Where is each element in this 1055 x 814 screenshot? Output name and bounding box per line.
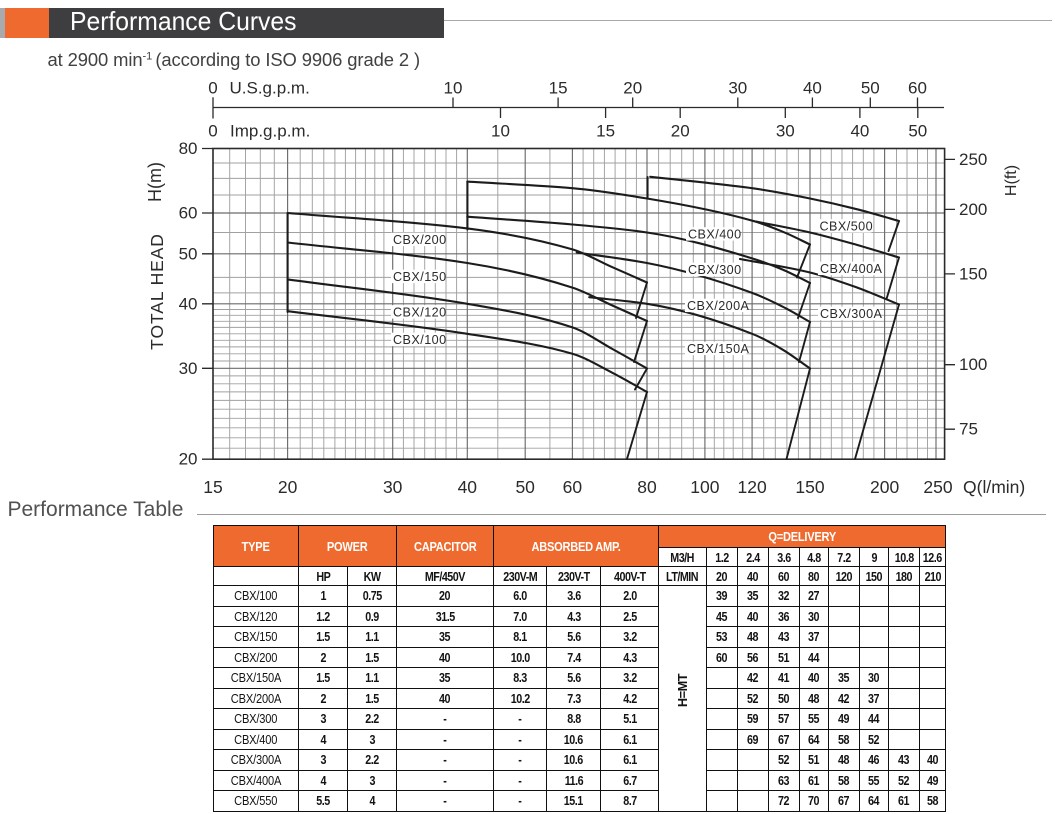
svg-text:60: 60 <box>908 79 927 98</box>
svg-text:40: 40 <box>458 477 478 497</box>
svg-text:20: 20 <box>623 79 642 98</box>
svg-text:H(ft): H(ft) <box>1003 165 1020 196</box>
svg-text:250: 250 <box>923 477 952 497</box>
svg-text:CBX/120: CBX/120 <box>393 306 447 320</box>
svg-text:40: 40 <box>850 122 869 141</box>
svg-text:40: 40 <box>179 294 198 313</box>
svg-text:30: 30 <box>383 477 403 497</box>
svg-text:60: 60 <box>563 477 583 497</box>
svg-text:80: 80 <box>179 139 198 158</box>
svg-text:50: 50 <box>861 79 880 98</box>
svg-text:50: 50 <box>179 244 198 263</box>
svg-text:0: 0 <box>208 79 217 98</box>
svg-text:150: 150 <box>795 477 824 497</box>
svg-text:200: 200 <box>959 200 987 219</box>
svg-text:CBX/150A: CBX/150A <box>687 342 750 356</box>
svg-text:120: 120 <box>737 477 766 497</box>
svg-text:15: 15 <box>596 122 615 141</box>
svg-text:CBX/400A: CBX/400A <box>820 262 883 276</box>
svg-text:Imp.g.p.m.: Imp.g.p.m. <box>230 122 310 141</box>
svg-text:CBX/200: CBX/200 <box>393 233 447 247</box>
svg-text:100: 100 <box>959 355 987 374</box>
svg-text:15: 15 <box>549 79 568 98</box>
svg-text:50: 50 <box>908 122 927 141</box>
svg-text:H(m): H(m) <box>145 162 165 202</box>
svg-text:CBX/500: CBX/500 <box>820 220 874 234</box>
svg-text:50: 50 <box>515 477 535 497</box>
svg-text:100: 100 <box>690 477 719 497</box>
svg-text:150: 150 <box>959 264 987 283</box>
svg-text:75: 75 <box>959 420 978 439</box>
svg-text:30: 30 <box>728 79 747 98</box>
svg-text:20: 20 <box>278 477 298 497</box>
svg-text:250: 250 <box>959 150 987 169</box>
svg-text:CBX/150: CBX/150 <box>393 270 447 284</box>
svg-text:0: 0 <box>208 122 217 141</box>
svg-text:10: 10 <box>444 79 463 98</box>
svg-text:CBX/100: CBX/100 <box>393 333 447 347</box>
svg-text:60: 60 <box>179 204 198 223</box>
svg-text:30: 30 <box>776 122 795 141</box>
svg-text:CBX/400: CBX/400 <box>688 228 742 242</box>
svg-text:CBX/300A: CBX/300A <box>820 307 883 321</box>
svg-text:20: 20 <box>671 122 690 141</box>
svg-text:15: 15 <box>203 477 222 497</box>
svg-text:40: 40 <box>803 79 822 98</box>
svg-text:Q(l/min): Q(l/min) <box>963 477 1025 497</box>
svg-text:200: 200 <box>870 477 899 497</box>
svg-text:U.S.g.p.m.: U.S.g.p.m. <box>230 79 310 98</box>
svg-text:TOTAL HEAD: TOTAL HEAD <box>147 233 167 350</box>
svg-text:20: 20 <box>179 450 198 469</box>
svg-text:30: 30 <box>179 359 198 378</box>
svg-text:10: 10 <box>491 122 510 141</box>
svg-text:80: 80 <box>637 477 657 497</box>
svg-text:CBX/200A: CBX/200A <box>687 299 750 313</box>
svg-text:CBX/300: CBX/300 <box>688 263 742 277</box>
